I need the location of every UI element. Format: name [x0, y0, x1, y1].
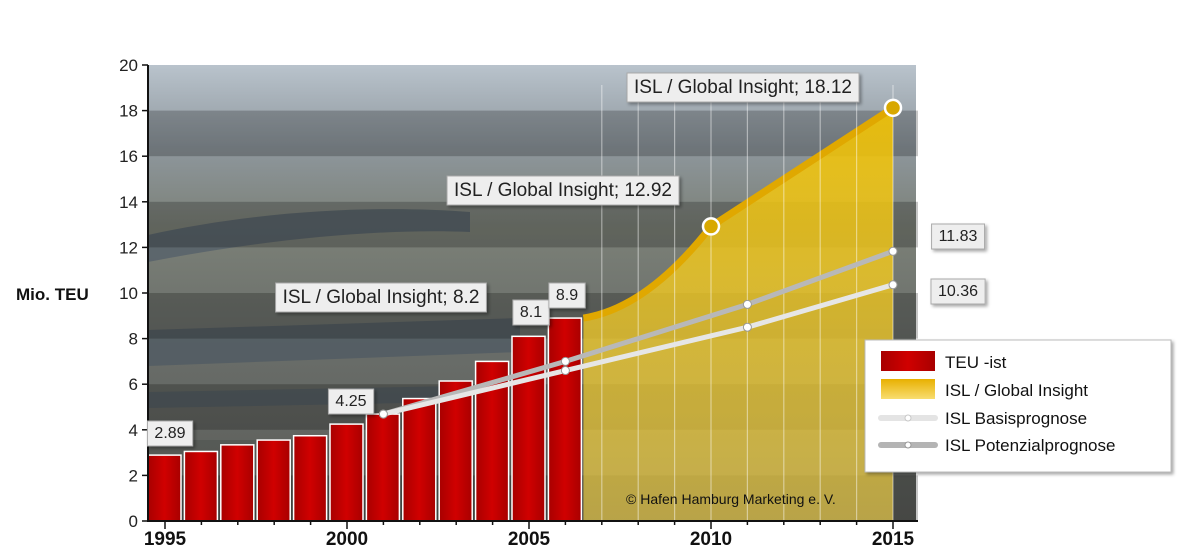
point-isl-basisprognose-2011	[742, 322, 752, 332]
legend-label-teu-ist: TEU -ist	[945, 353, 1007, 372]
data-label-isl-global-insight-8-2-box	[275, 282, 487, 313]
forecast-lines	[378, 246, 898, 419]
data-label-8-9: 8.9	[548, 282, 586, 309]
forecast-area-fill	[583, 107, 893, 521]
data-label-11-83: 11.83	[931, 223, 986, 250]
x-tick-label-2000: 2000	[326, 529, 368, 550]
data-label-4-25-text: 4.25	[335, 393, 366, 410]
data-label-isl-global-insight-12-92-box	[446, 175, 680, 206]
point-isl-basisprognose-2006	[560, 366, 570, 376]
bar-1999	[292, 434, 328, 522]
data-label-10-36-box	[930, 278, 986, 305]
x-tick-label-2005: 2005	[508, 529, 551, 550]
data-label-isl-global-insight-8-2-text: ISL / Global Insight; 8.2	[283, 287, 480, 308]
y-tick-label-0: 0	[129, 512, 138, 531]
bar-1995	[147, 454, 182, 522]
y-tick-label-12: 12	[119, 238, 138, 257]
bar-2006	[547, 317, 583, 522]
data-label-10-36: 10.36	[930, 278, 986, 305]
legend-label-isl-global-insight: ISL / Global Insight	[945, 381, 1088, 400]
point-isl-basisprognose-2015	[888, 280, 898, 290]
point-forecast-2010	[701, 217, 721, 236]
data-label-isl-global-insight-18-12: ISL / Global Insight; 18.12	[626, 72, 860, 103]
x-tick-label-2010: 2010	[690, 529, 732, 550]
line-isl-potenzialprognose	[382, 248, 894, 417]
bar-1997	[220, 444, 255, 522]
data-label-2-89-box	[146, 420, 194, 447]
legend-marker-isl-basisprognose	[904, 414, 912, 422]
point-forecast-2015	[883, 98, 903, 118]
data-label-isl-global-insight-18-12-text: ISL / Global Insight; 18.12	[634, 77, 852, 98]
legend-marker-isl-potenzialprognose	[904, 441, 912, 449]
data-label-11-83-box	[931, 223, 986, 250]
bar-2003	[438, 380, 473, 522]
bar-1996	[183, 450, 219, 522]
data-label-isl-global-insight-12-92: ISL / Global Insight; 12.92	[446, 175, 680, 206]
point-isl-basisprognose-2001	[378, 409, 388, 419]
data-label-isl-global-insight-12-92-text: ISL / Global Insight; 12.92	[454, 180, 672, 201]
legend-swatch-teu-ist	[881, 351, 935, 371]
legend-swatch-isl-global-insight	[881, 379, 935, 399]
data-label-8-9-text: 8.9	[556, 287, 578, 304]
y-tick-label-10: 10	[119, 284, 138, 303]
y-tick-label-8: 8	[129, 330, 138, 349]
data-label-isl-global-insight-18-12-box	[626, 72, 860, 103]
y-tick-label-16: 16	[119, 147, 138, 166]
legend-label-isl-potenzialprognose: ISL Potenzialprognose	[945, 436, 1115, 455]
bars-teu-ist	[147, 317, 583, 522]
data-label-10-36-text: 10.36	[938, 283, 978, 300]
copyright-annotation: © Hafen Hamburg Marketing e. V.	[626, 491, 836, 507]
y-tick-label-18: 18	[119, 102, 138, 121]
x-tick-label-1995: 1995	[144, 529, 187, 550]
y-tick-label-4: 4	[129, 421, 138, 440]
data-label-8-1-box	[512, 299, 550, 326]
data-label-4-25-box	[327, 388, 375, 415]
point-isl-potenzialprognose-2011	[742, 299, 752, 309]
legend-label-isl-basisprognose: ISL Basisprognose	[945, 409, 1087, 428]
bar-2005	[511, 335, 546, 522]
bar-1998	[256, 439, 291, 522]
data-label-8-1: 8.1	[512, 299, 550, 326]
bar-2001	[365, 413, 401, 522]
y-axis-title: Mio. TEU	[16, 285, 89, 304]
data-label-4-25: 4.25	[327, 388, 375, 415]
data-label-2-89: 2.89	[146, 420, 194, 447]
data-label-2-89-text: 2.89	[154, 425, 185, 442]
data-label-isl-global-insight-8-2: ISL / Global Insight; 8.2	[275, 282, 487, 313]
bar-2000	[329, 423, 364, 522]
forecast-area	[582, 85, 903, 521]
bar-2002	[402, 397, 437, 522]
data-label-8-1-text: 8.1	[520, 304, 542, 321]
data-label-11-83-text: 11.83	[939, 228, 978, 245]
y-tick-label-6: 6	[129, 375, 138, 394]
point-isl-potenzialprognose-2015	[888, 246, 898, 256]
axes: 0 2 4 6 8 10 12 14 16 18 20 1995 2000 2005 2010 2015	[119, 56, 918, 550]
y-tick-label-2: 2	[129, 466, 138, 485]
y-tick-label-14: 14	[119, 193, 138, 212]
line-isl-basisprognose	[382, 282, 894, 417]
x-tick-label-2015: 2015	[872, 529, 915, 550]
data-labels: 2.89 4.25 8.1 8.9 ISL / Global Insight; 8.2 I…	[146, 72, 986, 447]
data-label-8-9-box	[548, 282, 586, 309]
legend-items: TEU -ist ISL / Global Insight ISL Basisp…	[878, 351, 1115, 455]
grid-band-16	[148, 110, 918, 157]
y-tick-label-20: 20	[119, 56, 138, 75]
point-isl-potenzialprognose-2006	[560, 356, 570, 366]
forecast-line-isl-global-insight	[582, 104, 895, 322]
